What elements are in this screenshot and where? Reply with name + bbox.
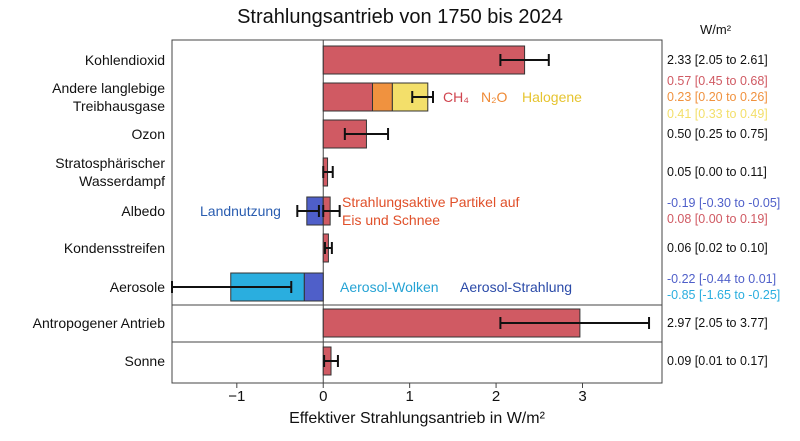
value-label: 2.97 [2.05 to 3.77] <box>667 316 768 330</box>
value-label: 0.41 [0.33 to 0.49] <box>667 106 768 121</box>
segment-name: CH₄ <box>443 89 469 105</box>
unit-header: W/m² <box>700 22 732 37</box>
value-label: 0.57 [0.45 to 0.68] <box>667 73 768 88</box>
plot-frame <box>171 39 663 384</box>
segment-name: Halogene <box>522 89 582 105</box>
category-label: Kondensstreifen <box>63 240 165 256</box>
segment-name: N₂O <box>481 89 508 105</box>
x-tick-label: 2 <box>491 388 501 405</box>
value-label: -0.22 [-0.44 to 0.01] <box>667 271 777 286</box>
value-label: 0.09 [0.01 to 0.17] <box>667 354 768 368</box>
x-tick-label: −1 <box>228 388 246 405</box>
value-label: 0.23 [0.20 to 0.26] <box>667 90 768 104</box>
value-label: 0.08 [0.00 to 0.19] <box>667 212 768 227</box>
value-label: 2.33 [2.05 to 2.61] <box>667 53 768 67</box>
bar <box>303 272 324 302</box>
x-axis-label: Effektiver Strahlungsantrieb in W/m² <box>289 410 545 427</box>
chart-title: Strahlungsantrieb von 1750 bis 2024 <box>237 6 563 28</box>
value-label: 0.05 [0.00 to 0.11] <box>667 165 767 179</box>
x-tick-label: 1 <box>405 388 414 405</box>
bar <box>371 82 393 112</box>
category-label: Andere langlebige Treibhausgase <box>52 80 165 114</box>
x-tick-label: 0 <box>319 388 328 405</box>
value-label: -0.85 [-1.65 to -0.25] <box>667 288 781 303</box>
x-tick-label: 3 <box>578 388 587 405</box>
category-label: Kohlendioxid <box>84 52 165 68</box>
category-label: Aerosole <box>109 279 165 295</box>
value-label: 0.50 [0.25 to 0.75] <box>667 127 768 141</box>
value-label: 0.06 [0.02 to 0.10] <box>667 241 768 255</box>
segment-name: Aerosol-Wolken <box>340 279 439 295</box>
value-label: -0.19 [-0.30 to -0.05] <box>667 195 781 210</box>
category-label: Albedo <box>121 203 165 219</box>
category-label: Stratosphärischer Wasserdampf <box>55 155 165 189</box>
segment-name: Strahlungsaktive Partikel auf Eis und Sc… <box>342 194 520 228</box>
bar <box>322 45 526 75</box>
segment-name: Landnutzung <box>200 203 281 219</box>
bar <box>322 82 373 112</box>
segment-name: Aerosol-Strahlung <box>460 279 573 295</box>
category-label: Ozon <box>131 126 165 142</box>
category-label: Antropogener Antrieb <box>32 315 165 331</box>
category-label: Sonne <box>124 353 165 369</box>
